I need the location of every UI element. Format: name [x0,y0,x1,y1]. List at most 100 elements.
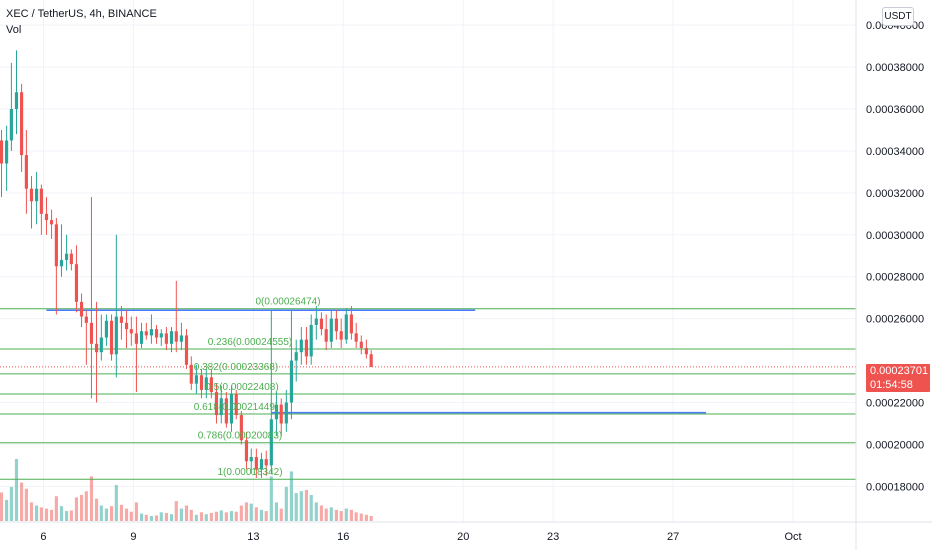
volume-bar [29,502,34,521]
volume-bar [234,511,238,521]
candle-body [249,457,253,462]
volume-bar [289,471,294,521]
volume-bar [284,486,288,521]
candle-body [224,398,228,424]
volume-bar [279,508,283,521]
candle-body [229,394,234,424]
fib-level-label: 0.618(0.00021449) [194,402,279,413]
candle-body [244,440,249,462]
candle-body [214,392,219,416]
volume-bar [274,502,279,521]
candle-body [49,220,54,225]
volume-bar [39,507,43,521]
volume-bar [34,505,39,521]
price-tick-label: 0.00034000 [866,146,924,158]
volume-bar [9,486,13,521]
candle-body [89,322,94,344]
volume-bar [204,514,208,521]
price-tick-label: 0.00030000 [866,230,924,242]
candle-body [99,337,103,353]
volume-bar [69,510,73,521]
quote-currency-button[interactable]: USDT [882,7,914,26]
fib-level-label: 0.236(0.00024555) [208,337,293,348]
candle-body [174,331,178,342]
candle-body [14,92,19,110]
candle-body [299,339,303,353]
candle-body [259,459,264,470]
volume-bar [364,514,368,521]
candle-body [164,333,168,344]
time-tick-label: 20 [457,531,469,543]
volume-bar [64,511,69,521]
volume-indicator-label: Vol [6,24,22,36]
volume-bar [224,512,228,521]
candle-body [169,331,174,344]
candle-body [184,335,189,365]
volume-bar [144,514,148,521]
volume-bar [14,459,19,521]
volume-bar [59,506,64,521]
volume-bar [229,511,234,521]
price-tick-label: 0.00026000 [866,314,924,326]
candle-body [79,301,84,317]
candle-body [304,339,309,357]
candle-body [144,331,148,336]
volume-bar [169,514,174,521]
volume-bar [164,512,168,521]
volume-bar [114,485,118,521]
volume-bar [239,505,243,521]
volume-bar [344,508,348,521]
candle-body [219,398,223,416]
price-tick-label: 0.00040000 [866,20,924,32]
volume-bar [219,510,223,521]
volume-bar [254,507,258,521]
candle-body [69,253,73,265]
volume-bar [319,505,323,521]
volume-bar [119,504,124,521]
candle-body [59,259,64,267]
candle-body [369,354,373,367]
candle-body [239,415,243,441]
time-tick-label: 9 [130,531,136,543]
volume-bar [309,494,313,521]
volume-bar [334,509,338,521]
volume-bar [214,511,219,521]
volume-bar [174,501,178,521]
volume-bar [154,515,159,521]
volume-bar [354,512,358,521]
fib-level-label: 0.382(0.00023368) [194,362,279,373]
candle-body [264,459,268,466]
candle-body [234,394,238,416]
candle-body [204,377,208,390]
volume-bar [49,509,54,521]
candle-body [199,375,204,390]
fib-level-label: 0.786(0.00020083) [198,431,283,442]
volume-bar [74,497,79,521]
volume-bar [109,506,114,521]
volume-bar [209,512,213,521]
volume-bar [249,503,253,521]
price-tick-label: 0.00032000 [866,188,924,200]
candle-body [269,419,273,466]
candle-body [109,320,114,355]
volume-bar [359,513,363,521]
candle-body [129,329,133,334]
volume-bar [0,492,4,521]
time-tick-label: Oct [784,531,801,543]
volume-bar [304,490,309,521]
candle-body [139,331,144,344]
volume-bar [149,516,153,521]
volume-bar [104,508,109,521]
volume-bar [84,491,88,521]
candle-body [284,402,288,424]
candle-body [20,92,24,156]
candle-body [124,322,129,330]
volume-bar [194,514,198,521]
price-tick-label: 0.00018000 [866,481,924,493]
candle-body [54,224,58,267]
candle-body [274,404,279,420]
price-tick-label: 0.00022000 [866,398,924,410]
volume-bar [199,512,204,521]
candle-body [24,155,28,189]
